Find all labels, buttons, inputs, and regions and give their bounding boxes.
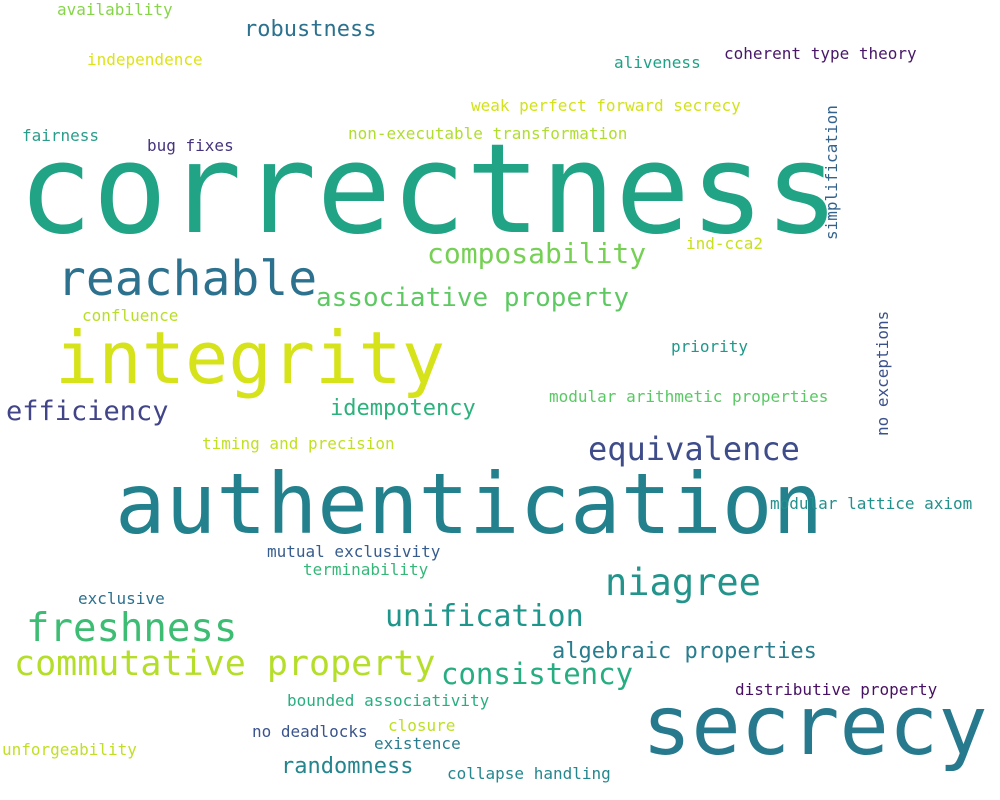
word-collapse-handling: collapse handling: [447, 764, 611, 783]
word-mutual-exclusivity: mutual exclusivity: [267, 542, 441, 561]
word-bug-fixes: bug fixes: [147, 136, 234, 155]
word-timing-and-precision: timing and precision: [202, 434, 395, 453]
word-randomness: randomness: [281, 754, 414, 779]
word-availability: availability: [57, 0, 173, 19]
word-reachable: reachable: [57, 251, 318, 307]
word-modular-lattice-axiom: modular lattice axiom: [770, 494, 973, 513]
word-idempotency: idempotency: [330, 396, 476, 421]
word-composability: composability: [427, 237, 647, 270]
word-bounded-associativity: bounded associativity: [287, 691, 490, 710]
word-existence: existence: [374, 734, 461, 753]
word-authentication: authentication: [115, 455, 824, 553]
word-no-exceptions: no exceptions: [873, 310, 892, 436]
word-fairness: fairness: [22, 126, 100, 145]
word-coherent-type-theory: coherent type theory: [724, 44, 917, 63]
word-simplification: simplification: [822, 105, 841, 240]
word-aliveness: aliveness: [614, 53, 701, 72]
word-distributive-property: distributive property: [735, 680, 938, 699]
word-non-executable-transformation: non-executable transformation: [348, 124, 628, 143]
word-independence: independence: [87, 50, 203, 69]
word-no-deadlocks: no deadlocks: [252, 722, 368, 741]
word-efficiency: efficiency: [6, 396, 169, 427]
word-confluence: confluence: [82, 306, 179, 325]
word-commutative-property: commutative property: [14, 644, 436, 684]
word-closure: closure: [388, 716, 456, 735]
word-unforgeability: unforgeability: [2, 740, 137, 759]
word-integrity: integrity: [55, 316, 446, 400]
word-priority: priority: [671, 337, 749, 356]
word-algebraic-properties: algebraic properties: [552, 639, 817, 664]
word-secrecy: secrecy: [642, 679, 988, 774]
word-freshness: freshness: [26, 606, 238, 651]
word-robustness: robustness: [244, 17, 377, 42]
word-associative-property: associative property: [316, 283, 630, 313]
word-terminability: terminability: [303, 560, 429, 579]
word-exclusive: exclusive: [78, 589, 165, 608]
word-consistency: consistency: [441, 657, 634, 691]
word-ind-cca2: ind-cca2: [686, 234, 764, 253]
word-modular-arithmetic-properties: modular arithmetic properties: [549, 387, 829, 406]
word-niagree: niagree: [605, 561, 761, 604]
word-equivalence: equivalence: [588, 430, 800, 468]
word-correctness: correctness: [18, 118, 840, 262]
word-unification: unification: [385, 599, 584, 634]
word-weak-perfect-forward-secrecy: weak perfect forward secrecy: [471, 96, 741, 115]
